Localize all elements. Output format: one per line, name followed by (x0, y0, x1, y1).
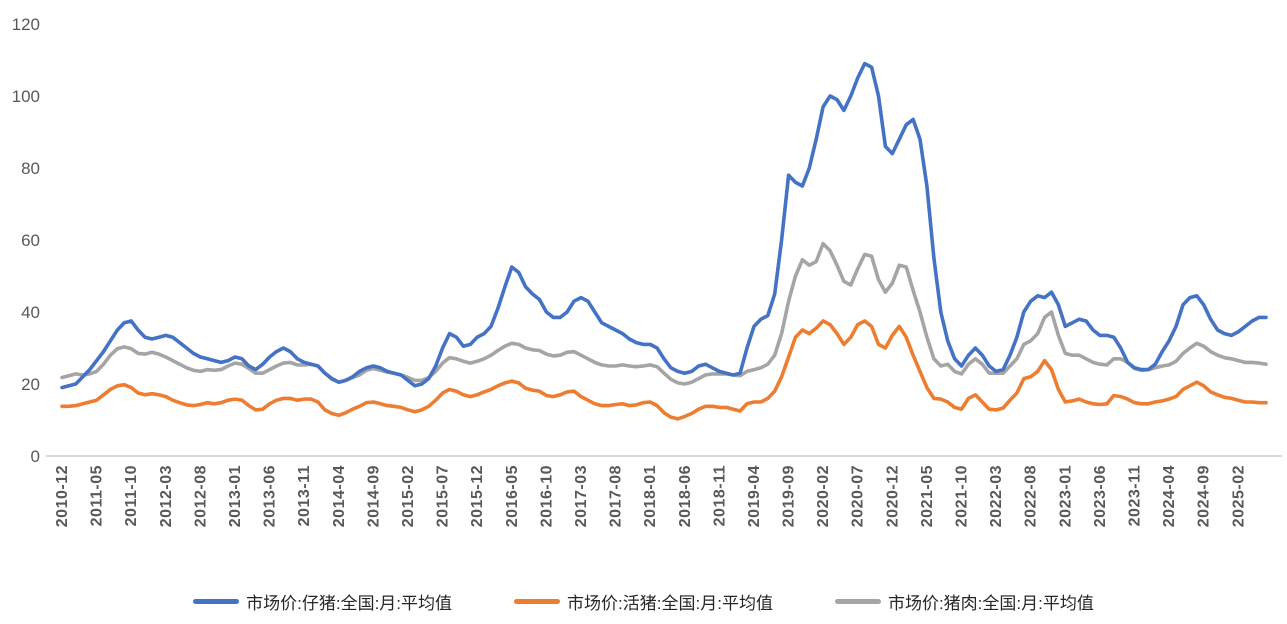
x-axis-tick-label: 2017-03 (573, 465, 590, 527)
x-axis-tick-label: 2014-04 (331, 465, 348, 527)
legend-label-piglet: 市场价:仔猪:全国:月:平均值 (246, 593, 453, 613)
series-line-0 (60, 61, 1268, 390)
x-axis-tick-label: 2010-12 (54, 465, 71, 527)
legend-label-live-hog: 市场价:活猪:全国:月:平均值 (567, 593, 773, 613)
x-axis-tick-label: 2015-12 (469, 465, 486, 527)
x-axis-tick-label: 2018-11 (711, 465, 728, 526)
y-axis-tick-label: 0 (31, 447, 40, 466)
legend-item-pork: 市场价:猪肉:全国:月:平均值 (834, 589, 1094, 614)
x-axis-tick-label: 2015-02 (400, 465, 417, 527)
x-axis-tick-label: 2012-03 (158, 465, 175, 527)
chart-legend: 市场价:仔猪:全国:月:平均值 市场价:活猪:全国:月:平均值 市场价:猪肉:全… (0, 579, 1287, 623)
y-axis-tick-label: 20 (21, 375, 40, 394)
x-axis-tick-label: 2021-10 (954, 465, 971, 527)
x-axis-tick-label: 2015-07 (435, 465, 452, 527)
legend-label-pork: 市场价:猪肉:全国:月:平均值 (887, 593, 1094, 613)
line-chart-svg: 0 20 40 60 80 100 120 2010-12 2011-05 2011-10 2012… (12, 15, 1282, 527)
x-axis-tick-label: 2014-09 (365, 465, 382, 527)
x-axis-tick-label: 2011-05 (89, 465, 106, 526)
x-axis-tick-label: 2023-06 (1092, 465, 1109, 527)
x-axis-tick-label: 2024-09 (1196, 465, 1213, 527)
x-axis-tick-label: 2016-10 (538, 465, 555, 527)
y-axis-tick-label: 60 (21, 231, 40, 250)
x-axis-tick-label: 2025-02 (1230, 465, 1247, 527)
x-axis-tick-label: 2019-04 (746, 465, 763, 527)
x-axis-tick-label: 2024-04 (1161, 465, 1178, 527)
legend-item-piglet: 市场价:仔猪:全国:月:平均值 (193, 589, 452, 614)
legend-item-live-hog: 市场价:活猪:全国:月:平均值 (514, 589, 773, 614)
legend-swatch-live-hog-icon (514, 598, 561, 604)
x-axis-tick-label: 2013-01 (227, 465, 244, 527)
x-axis-tick-label: 2022-03 (988, 465, 1005, 527)
x-axis-tick-label: 2018-06 (677, 465, 694, 527)
x-axis-tick-label: 2016-05 (504, 465, 521, 527)
x-axis-tick-label: 2018-01 (642, 465, 659, 527)
x-axis-tick-label: 2012-08 (192, 465, 209, 527)
x-axis-tick-label: 2013-11 (296, 465, 313, 526)
y-axis-tick-label: 40 (21, 303, 40, 322)
legend-swatch-piglet-icon (193, 598, 240, 604)
x-axis-tick-label: 2022-08 (1023, 465, 1040, 527)
x-axis-tick-label: 2023-01 (1057, 465, 1074, 527)
x-axis-tick-label: 2020-12 (884, 465, 901, 527)
x-axis-tick-label: 2019-09 (781, 465, 798, 527)
x-axis-tick-label: 2013-06 (262, 465, 279, 527)
x-axis-tick-label: 2020-02 (815, 465, 832, 527)
x-axis-tick-label: 2017-08 (608, 465, 625, 527)
series-line-2 (60, 241, 1268, 386)
x-axis-tick-label: 2020-07 (850, 465, 867, 527)
y-axis-tick-label: 100 (12, 87, 40, 106)
x-axis-tick-label: 2021-05 (919, 465, 936, 527)
x-axis-tick-label: 2023-11 (1127, 465, 1144, 526)
y-axis-tick-label: 120 (12, 15, 40, 34)
legend-swatch-pork-icon (834, 598, 881, 604)
x-axis-tick-label: 2011-10 (123, 465, 140, 526)
series-line-1 (60, 319, 1268, 421)
y-axis-tick-label: 80 (21, 159, 40, 178)
